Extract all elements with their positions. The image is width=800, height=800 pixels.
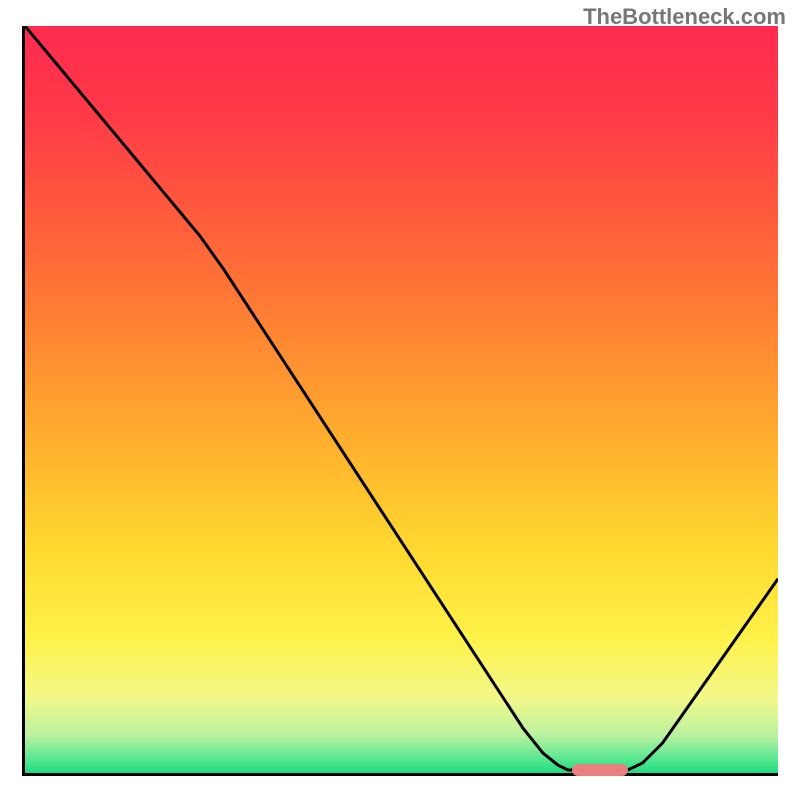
plot-area <box>22 26 778 776</box>
watermark-text: TheBottleneck.com <box>583 4 786 30</box>
bottleneck-curve <box>25 26 778 773</box>
optimal-marker <box>572 764 628 776</box>
